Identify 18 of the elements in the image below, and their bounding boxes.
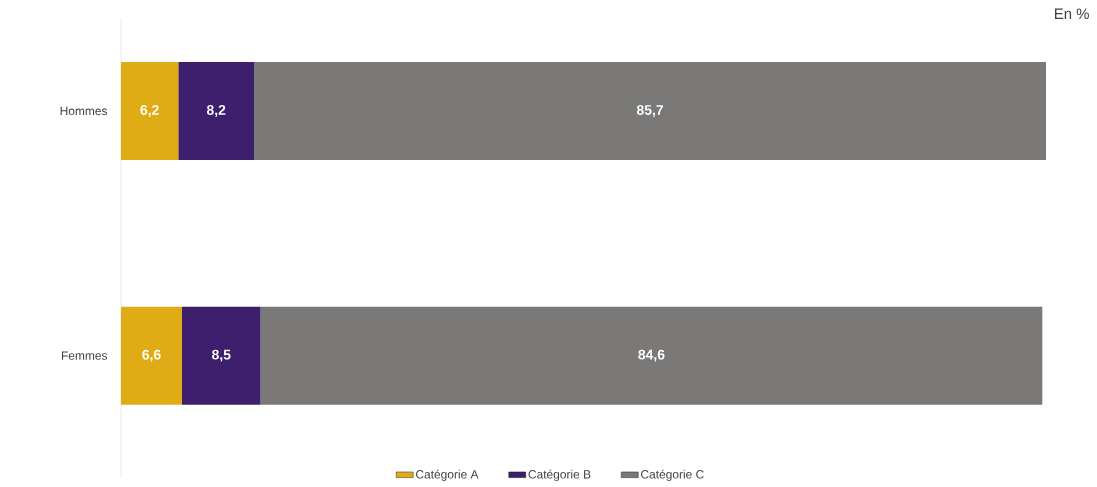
bar	[121, 61, 179, 160]
bar	[254, 61, 1047, 160]
data-label: 6,6	[142, 349, 161, 362]
data-label: 84,6	[638, 349, 665, 362]
bar	[260, 306, 1043, 405]
bar	[178, 61, 255, 160]
y-tick-label: Femmes	[61, 351, 108, 360]
legend-label: Catégorie B	[528, 469, 591, 481]
data-label: 85,7	[636, 105, 663, 117]
legend-label: Catégorie C	[641, 469, 704, 481]
text: En %	[1054, 8, 1089, 19]
data-label: 8,5	[212, 349, 231, 362]
legend-label: Catégorie A	[416, 469, 479, 481]
bar	[181, 306, 261, 405]
y-tick-label: Hommes	[60, 106, 108, 116]
data-label: 6,2	[140, 105, 159, 117]
data-label: 8,2	[206, 105, 226, 117]
bar	[121, 306, 182, 405]
